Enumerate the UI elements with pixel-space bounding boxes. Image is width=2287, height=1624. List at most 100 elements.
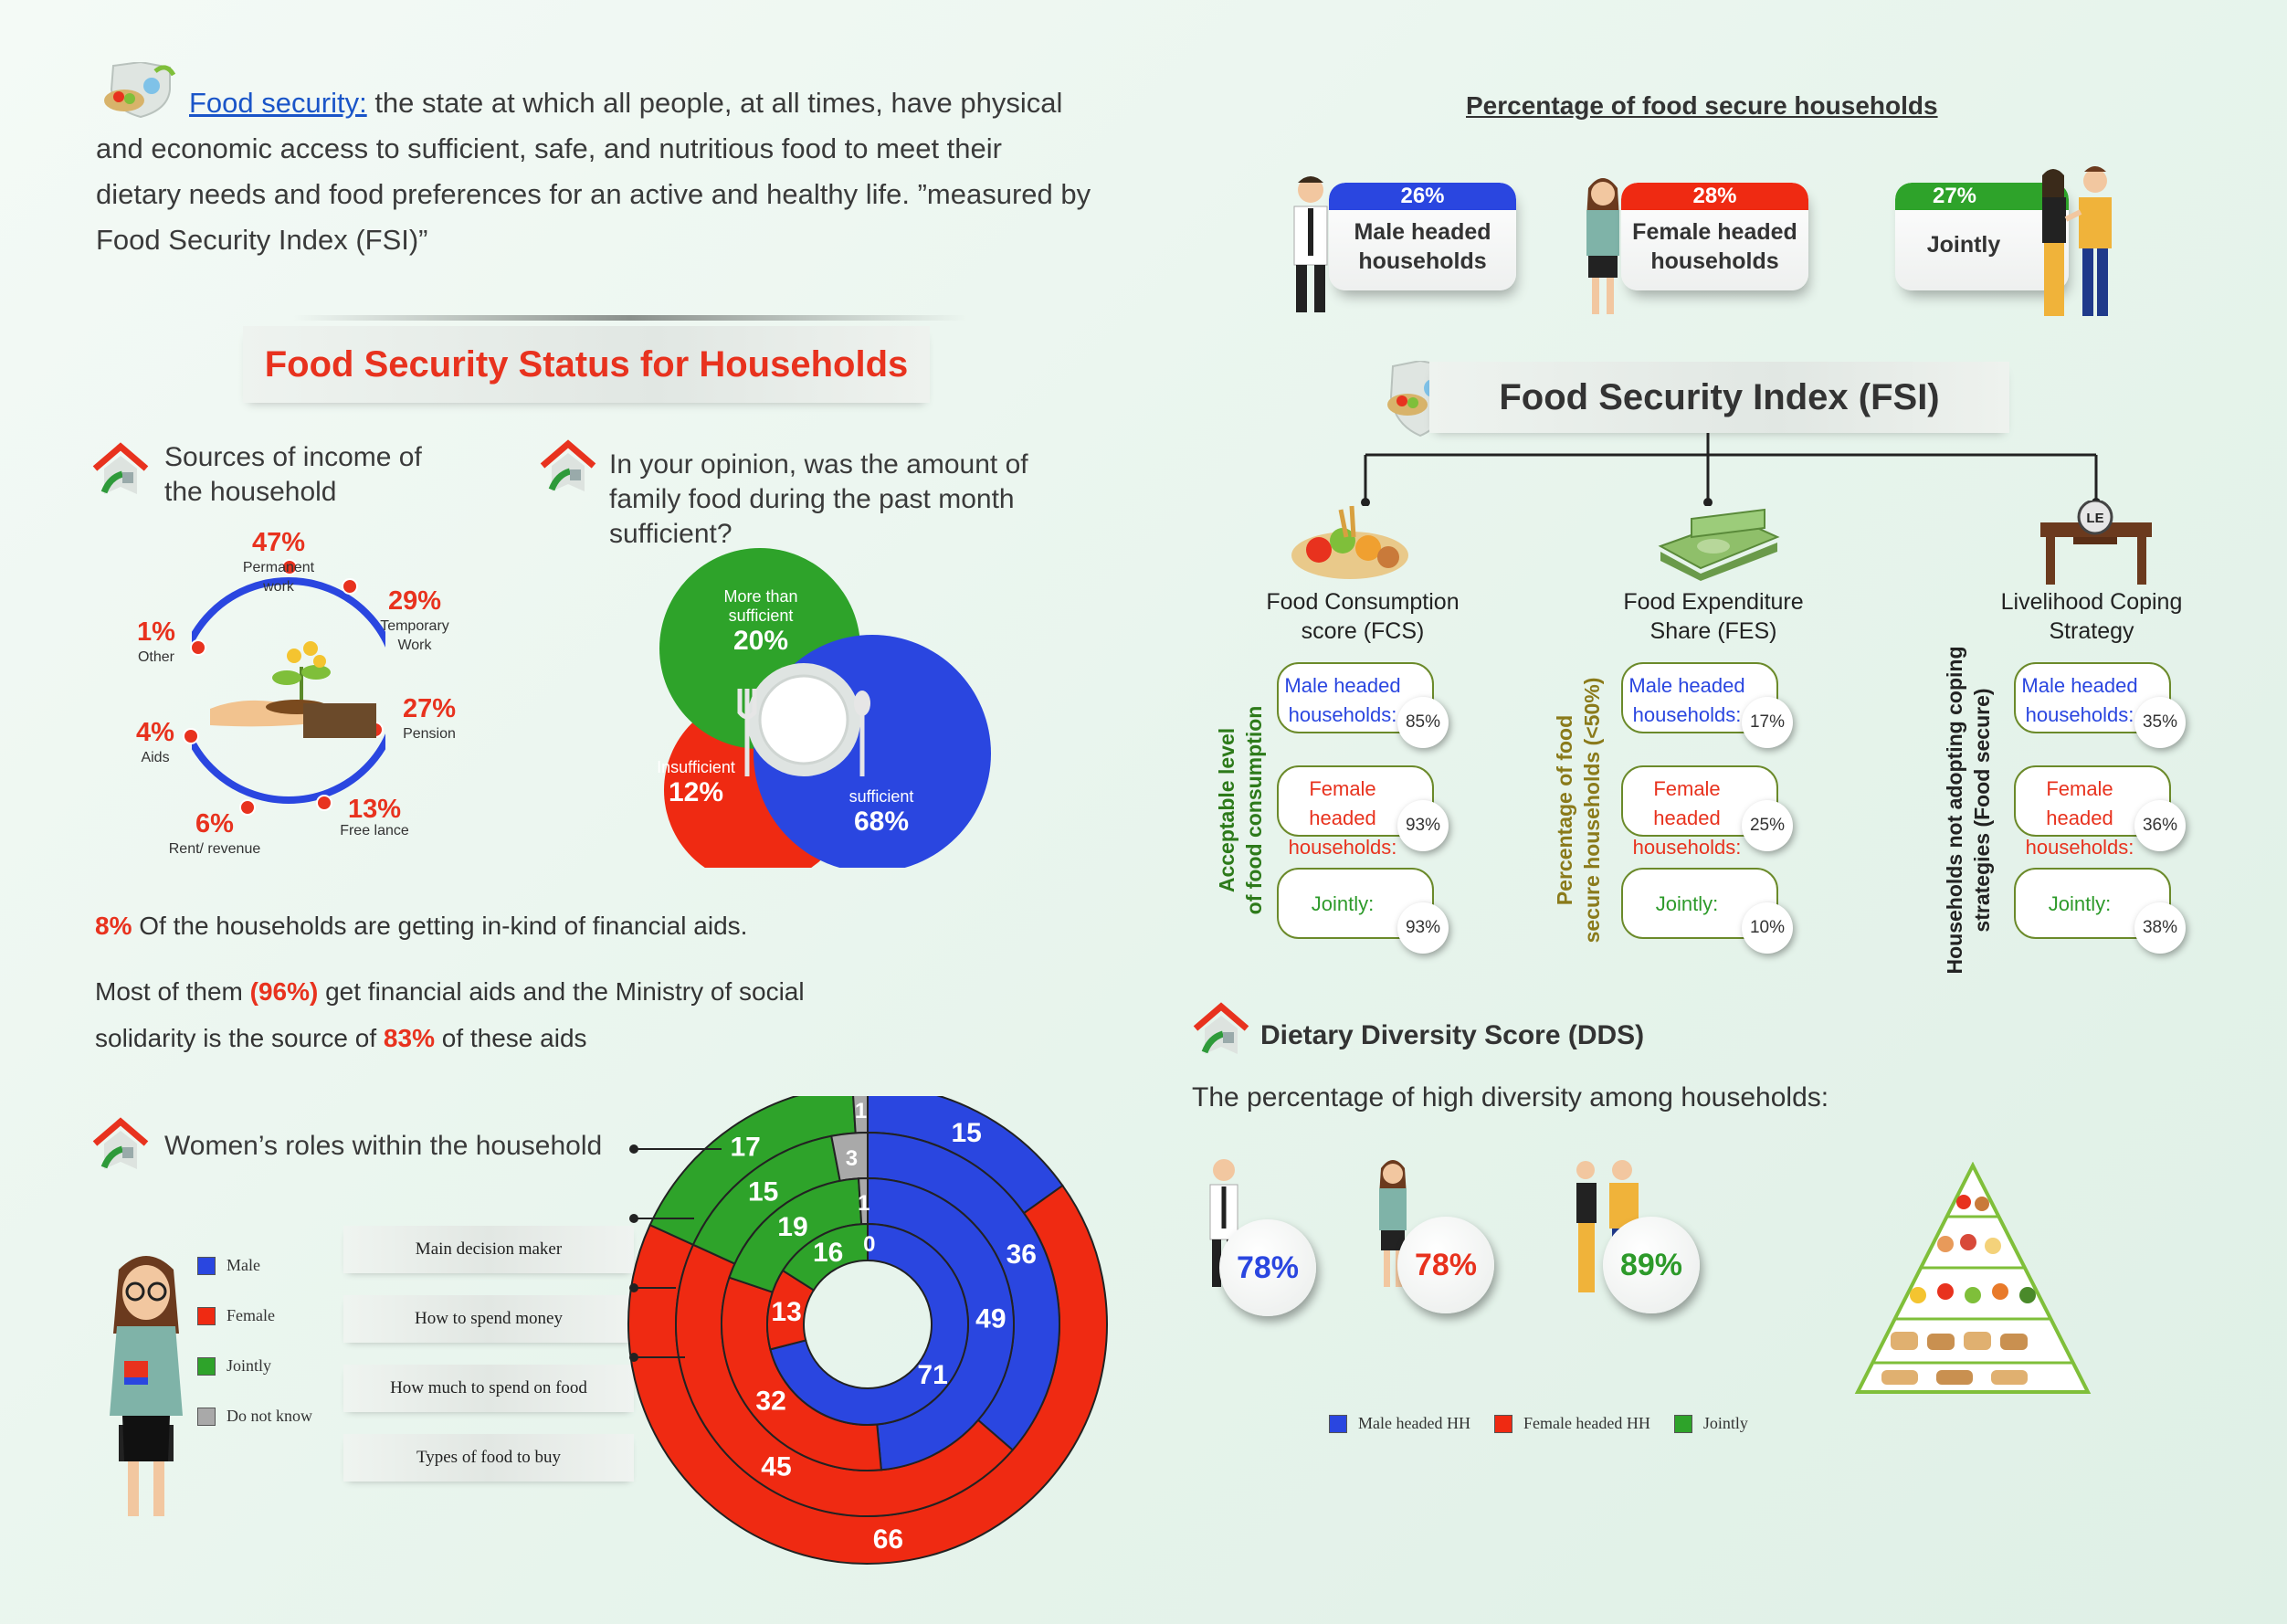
role-how-to-spend-money: How to spend money	[343, 1295, 634, 1343]
income-item-aids: 4% Aids	[136, 718, 174, 765]
aids-line-2: Most of them (96%) get financial aids an…	[95, 977, 805, 1006]
woman-illustration	[91, 1251, 201, 1539]
aids-line-3: solidarity is the source of 83% of these…	[95, 1024, 587, 1052]
female-headed-card: 28% Female headed households	[1621, 183, 1808, 290]
fsi-connector-lines	[1361, 433, 2101, 506]
fcs-male-box: Male headed households: 85%	[1277, 662, 1449, 748]
dds-female-value: 78%	[1397, 1217, 1494, 1313]
dds-legend-female: Female headed HH	[1493, 1414, 1650, 1433]
roles-connector-dot	[629, 1353, 638, 1362]
table-sign-text: LE	[2086, 511, 2103, 526]
insufficient: Insufficient 12%	[657, 758, 735, 807]
house-icon	[91, 1116, 150, 1175]
roles-value-male: 49	[975, 1304, 1006, 1334]
income-item-other: 1% Other	[137, 617, 175, 665]
income-item-temporary: 29% Temporary Work	[380, 586, 449, 653]
dds-subtitle: The percentage of high diversity among h…	[1192, 1082, 1829, 1113]
fes-male-box: Male headed households: 17%	[1621, 662, 1793, 748]
fsi-col-fcs-vertical: Acceptable level of food consumption	[1215, 705, 1266, 915]
sufficiency-question: In your opinion, was the amount of family…	[609, 449, 1028, 549]
fcs-jointly-box: Jointly: 93%	[1277, 868, 1449, 954]
legend-jointly: Jointly	[197, 1356, 312, 1376]
fsi-col-fes-vertical: Percentage of food secure households (<50…	[1553, 677, 1604, 944]
roles-value-female: 45	[761, 1452, 791, 1482]
roles-value-jointly: 15	[748, 1177, 778, 1207]
food-secure-title: Percentage of food secure households	[1466, 91, 1938, 120]
roles-legend: Male Female Jointly Do not know	[197, 1256, 312, 1426]
roles-connector-dot	[629, 1144, 638, 1154]
legend-dont-know: Do not know	[197, 1407, 312, 1426]
legend-male: Male	[197, 1256, 312, 1275]
sufficiency-venn	[659, 548, 991, 868]
dds-jointly-value: 89%	[1603, 1217, 1700, 1313]
roles-title: Women’s roles within the household	[164, 1131, 603, 1161]
roles-value-male: 36	[1006, 1239, 1037, 1270]
sufficient: sufficient 68%	[848, 787, 914, 837]
legend-female: Female	[197, 1306, 312, 1325]
table-sign-icon: LE	[2037, 499, 2155, 593]
status-title: Food Security Status for Households	[243, 326, 930, 403]
roles-value-female: 66	[873, 1524, 903, 1555]
fcs-female-box: Female headed households: 93%	[1277, 765, 1449, 859]
roles-value-dontknow: 1	[855, 1099, 867, 1123]
roles-value-dontknow: 1	[858, 1191, 869, 1216]
role-how-much-food: How much to spend on food	[343, 1365, 634, 1412]
income-item-rent: 6% Rent/ revenue	[168, 809, 261, 857]
money-stack-icon	[1655, 501, 1783, 587]
dds-title: Dietary Diversity Score (DDS)	[1260, 1020, 1645, 1050]
dds-legend-jointly: Jointly	[1673, 1414, 1748, 1433]
fsi-col-fcs-header: Food Consumption score (FCS)	[1266, 589, 1460, 644]
income-item-permanent: 47% Permanent work	[242, 528, 315, 595]
dds-legend-male: Male headed HH	[1329, 1414, 1470, 1433]
roles-connector-dot	[629, 1214, 638, 1223]
food-plate-icon	[1286, 501, 1414, 587]
female-figure-icon	[1370, 1155, 1416, 1297]
roles-value-dontknow: 3	[846, 1146, 858, 1171]
food-security-link[interactable]: Food security:	[189, 87, 367, 119]
roles-value-female: 32	[755, 1387, 785, 1417]
male-figure-icon	[1283, 174, 1338, 320]
food-security-definition: the state at which all people, at all ti…	[96, 87, 1091, 256]
roles-value-male: 71	[917, 1360, 947, 1390]
roles-value-jointly: 19	[777, 1212, 807, 1242]
more-than-sufficient: More than sufficient 20%	[723, 587, 798, 656]
role-main-decision-maker: Main decision maker	[343, 1226, 634, 1273]
roles-value-male: 15	[951, 1118, 981, 1148]
dds-male-value: 78%	[1219, 1219, 1316, 1316]
lcs-jointly-box: Jointly: 38%	[2014, 868, 2186, 954]
fsi-col-lcs-header: Livelihood Coping Strategy	[2000, 589, 2183, 644]
female-figure-icon	[1576, 174, 1630, 324]
house-icon	[539, 438, 597, 497]
income-item-freelance: 13% Free lance	[340, 795, 409, 838]
house-icon	[1192, 1001, 1250, 1060]
male-headed-card: 26% Male headed households	[1329, 183, 1516, 290]
jointly-card: 27% Jointly	[1895, 183, 2069, 290]
fsi-col-lcs-vertical: Households not adopting coping strategies…	[1943, 646, 1994, 975]
divider-shadow	[292, 315, 968, 321]
income-item-pension: 27% Pension	[402, 694, 457, 742]
house-icon	[91, 441, 150, 500]
income-title: Sources of income of the household	[164, 442, 422, 507]
money-plant-icon	[192, 630, 385, 763]
income-ring	[192, 577, 385, 804]
fsi-title: Food Security Index (FSI)	[1429, 362, 2009, 433]
roles-value-jointly: 16	[813, 1238, 843, 1268]
role-types-of-food: Types of food to buy	[343, 1434, 634, 1482]
aids-line-1: 8% Of the households are getting in-kind…	[95, 912, 748, 940]
roles-segment-male	[769, 1222, 969, 1426]
lcs-female-box: Female headed households: 36%	[2014, 765, 2186, 859]
dds-legend: Male headed HH Female headed HH Jointly	[1329, 1414, 1748, 1433]
food-pyramid-icon	[1854, 1161, 2092, 1404]
lcs-male-box: Male headed households: 35%	[2014, 662, 2186, 748]
roles-connector-dot	[629, 1283, 638, 1292]
roles-segment-jointly	[781, 1222, 869, 1292]
food-security-icon	[95, 60, 183, 123]
couple-figure-icon	[2026, 164, 2126, 324]
roles-value-dontknow: 0	[863, 1232, 875, 1257]
fes-jointly-box: Jointly: 10%	[1621, 868, 1793, 954]
roles-value-female: 13	[771, 1297, 801, 1327]
roles-value-jointly: 17	[730, 1133, 760, 1163]
fsi-col-fes-header: Food Expenditure Share (FES)	[1623, 589, 1804, 644]
intro-paragraph: Food security: the state at which all pe…	[96, 80, 1091, 263]
